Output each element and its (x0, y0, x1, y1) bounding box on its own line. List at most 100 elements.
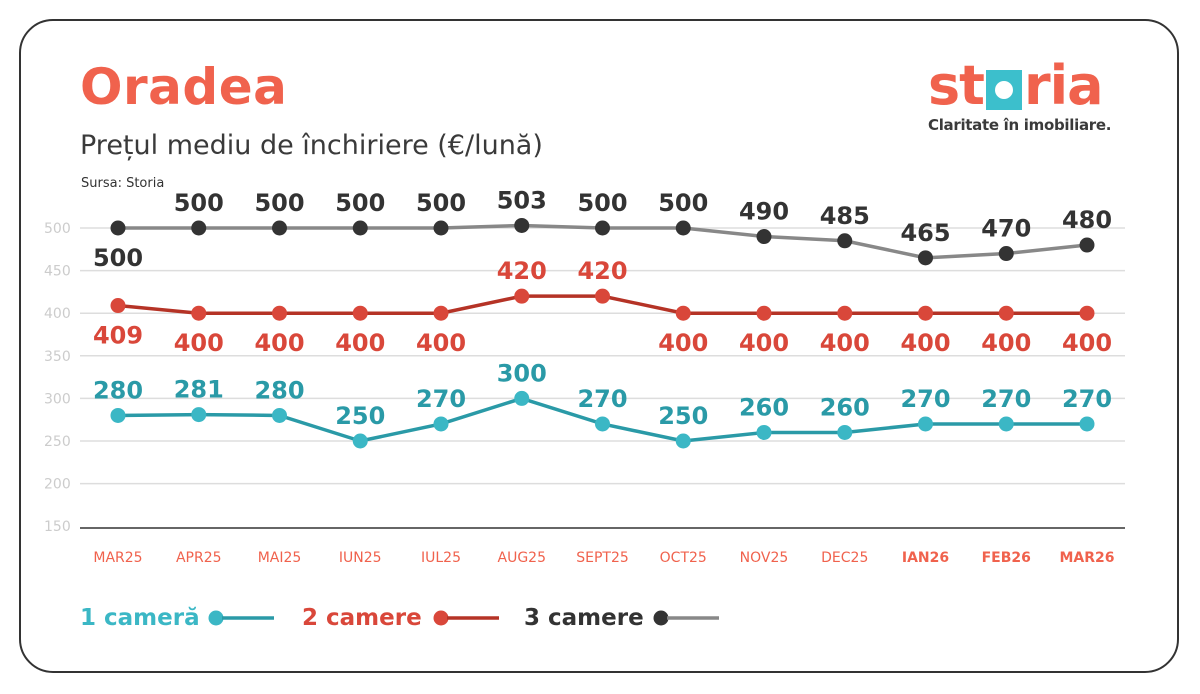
legend-marker (208, 610, 224, 626)
data-label: 270 (900, 385, 950, 413)
data-point (918, 416, 933, 432)
data-point (918, 305, 933, 321)
logo-tagline: Claritate în imobiliare. (928, 116, 1112, 134)
data-point (272, 305, 287, 321)
data-point (191, 407, 207, 423)
data-point (595, 220, 610, 236)
data-point (514, 217, 530, 233)
data-label: 250 (335, 402, 385, 430)
data-label: 260 (820, 393, 870, 421)
data-label: 400 (1062, 329, 1112, 357)
x-tick-label: IUL25 (421, 550, 461, 566)
data-point (1079, 237, 1095, 253)
data-point (110, 220, 126, 236)
x-tick-label: FEB26 (982, 550, 1031, 566)
data-label: 480 (1062, 206, 1112, 234)
data-point (998, 416, 1014, 432)
data-label: 500 (335, 189, 385, 217)
y-tick-label: 300 (44, 391, 71, 407)
legend-label: 1 cameră (80, 605, 200, 631)
legend-marker (653, 610, 669, 626)
data-point (433, 220, 449, 236)
data-point (110, 407, 126, 423)
data-label: 409 (93, 322, 143, 350)
data-point (756, 424, 772, 440)
data-point (756, 305, 772, 321)
data-label: 280 (93, 376, 143, 404)
y-tick-label: 200 (44, 477, 71, 493)
data-point (918, 250, 933, 266)
data-label: 400 (254, 329, 304, 357)
data-label: 400 (658, 329, 708, 357)
data-label: 400 (900, 329, 950, 357)
data-label: 420 (497, 257, 547, 285)
y-tick-label: 500 (44, 221, 71, 237)
data-label: 400 (174, 329, 224, 357)
data-label: 500 (254, 189, 304, 217)
data-label: 470 (981, 215, 1031, 243)
page-title: Oradea (80, 58, 288, 116)
data-point (837, 424, 853, 440)
data-label: 500 (658, 189, 708, 217)
chart-subtitle: Prețul mediu de închiriere (€/lună) (80, 130, 543, 161)
data-label: 500 (93, 244, 143, 272)
data-point (675, 433, 691, 449)
legend-marker (433, 610, 449, 626)
data-label: 400 (416, 329, 466, 357)
logo-wordmark: st ria (928, 54, 1104, 117)
data-point (998, 305, 1014, 321)
x-tick-label: IAN26 (902, 550, 949, 566)
data-label: 500 (577, 189, 627, 217)
x-tick-label: MAR25 (93, 550, 142, 566)
data-point (837, 305, 853, 321)
data-label: 420 (577, 257, 627, 285)
data-label: 281 (174, 376, 224, 404)
data-point (675, 305, 691, 321)
data-point (272, 407, 287, 423)
data-point (514, 288, 530, 304)
y-tick-label: 400 (44, 306, 71, 322)
data-label: 300 (497, 359, 547, 387)
y-tick-label: 150 (44, 519, 71, 535)
legend-label: 3 camere (524, 605, 644, 631)
x-tick-label: MAI25 (258, 550, 302, 566)
card-frame (19, 19, 1179, 673)
data-label: 270 (981, 385, 1031, 413)
data-point (433, 416, 449, 432)
data-point (1079, 305, 1095, 321)
x-tick-label: DEC25 (821, 550, 868, 566)
data-label: 503 (497, 186, 547, 214)
data-point (837, 233, 853, 249)
data-label: 260 (739, 393, 789, 421)
data-point (514, 390, 530, 406)
data-label: 400 (820, 329, 870, 357)
x-tick-label: OCT25 (660, 550, 707, 566)
y-tick-label: 450 (44, 264, 71, 280)
data-label: 465 (900, 219, 950, 247)
y-tick-label: 350 (44, 349, 71, 365)
x-tick-label: IUN25 (339, 550, 382, 566)
data-point (352, 305, 368, 321)
legend-label: 2 camere (302, 605, 422, 631)
data-label: 400 (981, 329, 1031, 357)
data-point (998, 246, 1014, 262)
data-point (191, 220, 207, 236)
data-label: 270 (416, 385, 466, 413)
data-point (675, 220, 691, 236)
data-point (1079, 416, 1095, 432)
data-label: 400 (739, 329, 789, 357)
x-tick-label: AUG25 (498, 550, 547, 566)
data-point (272, 220, 287, 236)
data-point (110, 298, 126, 314)
storia-logo: st ria Claritate în imobiliare. (928, 54, 1128, 135)
data-point (433, 305, 449, 321)
data-point (352, 433, 368, 449)
data-label: 490 (739, 198, 789, 226)
x-tick-label: MAR26 (1059, 550, 1114, 566)
data-point (352, 220, 368, 236)
data-label: 270 (577, 385, 627, 413)
data-label: 270 (1062, 385, 1112, 413)
data-point (595, 288, 610, 304)
data-label: 280 (254, 376, 304, 404)
